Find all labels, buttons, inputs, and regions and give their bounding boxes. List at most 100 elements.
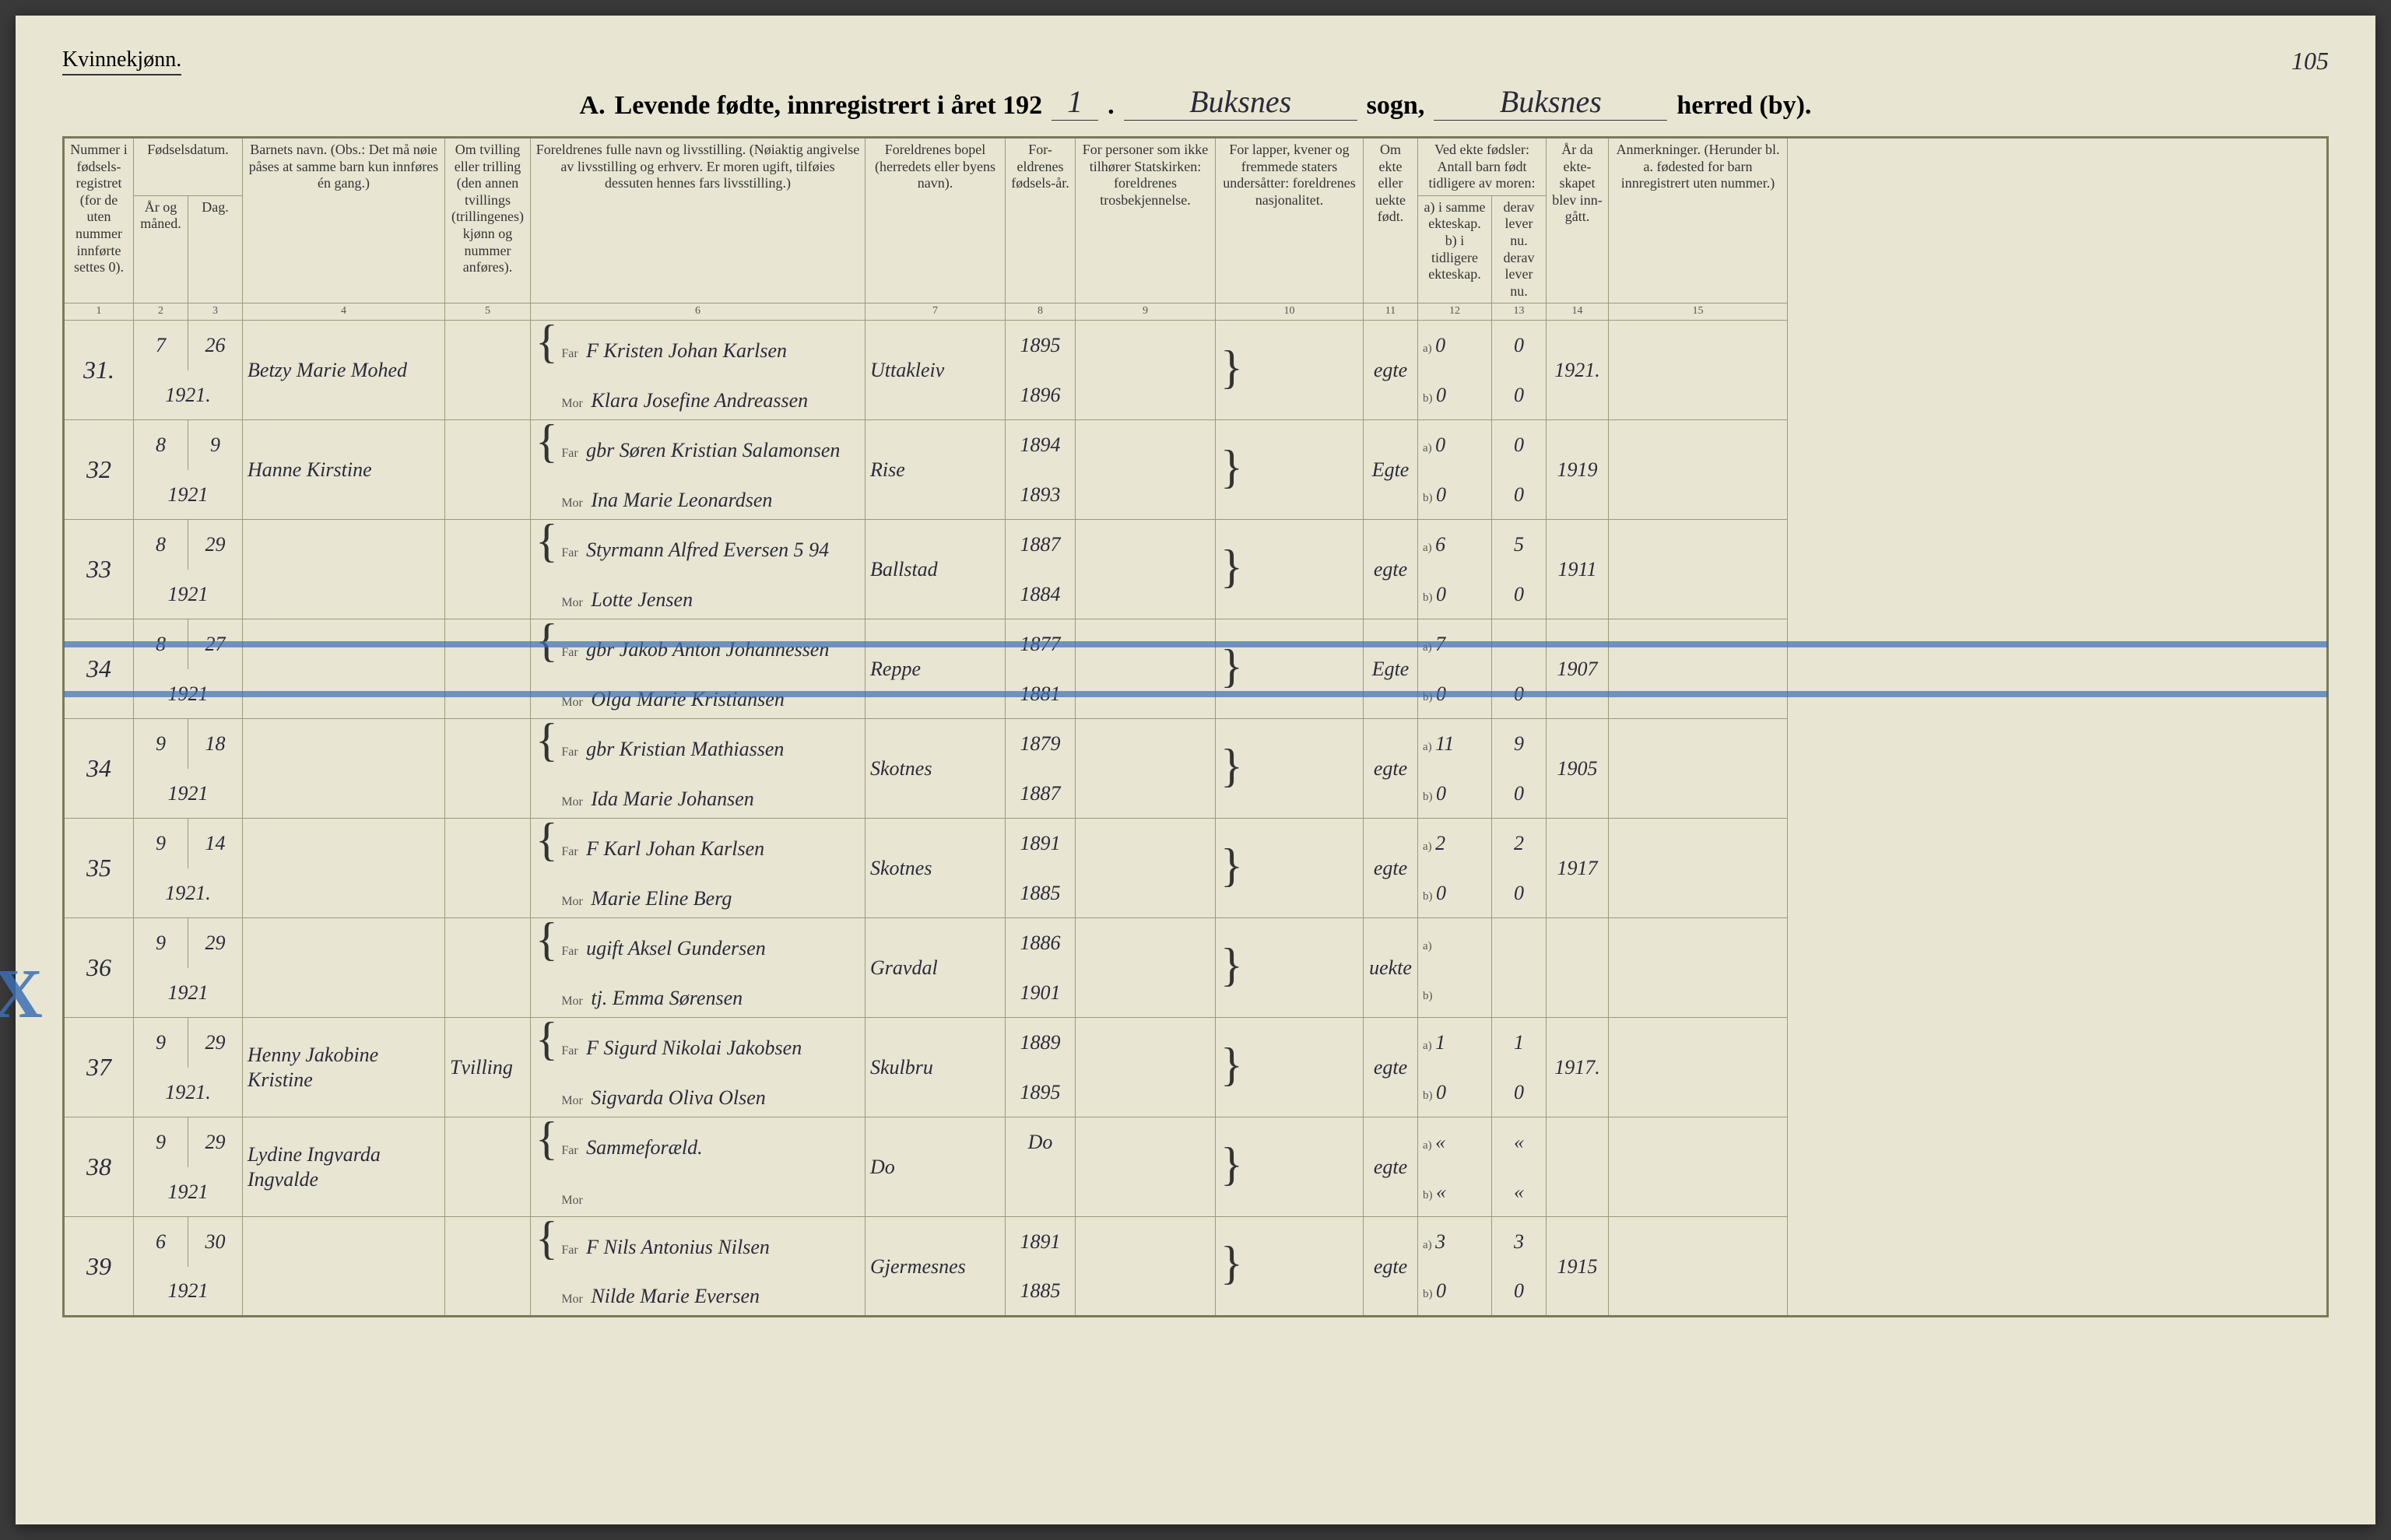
father-birthyear: 1886 — [1006, 918, 1076, 968]
prev-children-a-living: 2 — [1492, 819, 1547, 868]
remarks — [1609, 1018, 1788, 1117]
prev-children-a-living: 3 — [1492, 1217, 1547, 1267]
father-birthyear: 1877 — [1006, 619, 1076, 669]
prev-children-b: b) 0 — [1418, 1068, 1492, 1117]
father-line: { Far Sammeforæld. — [531, 1117, 865, 1167]
colnum: 12 — [1418, 303, 1492, 321]
prev-children-a: a) 0 — [1418, 321, 1492, 370]
year-line: 1921 — [134, 570, 243, 619]
prev-children-b-living: 0 — [1492, 370, 1547, 420]
child-name: Betzy Marie Mohed — [243, 321, 445, 420]
year-line: 1921 — [134, 1167, 243, 1217]
marriage-year: 1907 — [1547, 619, 1609, 719]
marriage-year — [1547, 918, 1609, 1018]
month: 9 — [134, 719, 188, 769]
year-suffix: 1 — [1052, 83, 1098, 121]
prev-children-b: b) — [1418, 968, 1492, 1018]
colnum: 3 — [188, 303, 243, 321]
twin-note — [445, 1117, 531, 1217]
prev-children-a: a) 11 — [1418, 719, 1492, 769]
colnum: 15 — [1609, 303, 1788, 321]
hdr-c4: Barnets navn. (Obs.: Det må nøie påses a… — [243, 138, 445, 303]
father-line: { Far F Sigurd Nikolai Jakobsen — [531, 1018, 865, 1068]
remarks — [1609, 420, 1788, 520]
colnum: 13 — [1492, 303, 1547, 321]
title-letter: A. — [580, 91, 606, 121]
day: 29 — [188, 520, 243, 570]
legitimacy: egte — [1364, 1018, 1418, 1117]
residence: Uttakleiv — [865, 321, 1006, 420]
residence: Do — [865, 1117, 1006, 1217]
mother-birthyear — [1006, 1167, 1076, 1217]
prev-children-b: b) 0 — [1418, 669, 1492, 719]
prev-children-a: a) 7 — [1418, 619, 1492, 669]
twin-note — [445, 321, 531, 420]
father-line: { Far gbr Kristian Mathiassen — [531, 719, 865, 769]
nationality: } — [1216, 420, 1364, 520]
colnum: 8 — [1006, 303, 1076, 321]
remarks — [1609, 719, 1788, 819]
table-row: 34827{ Far gbr Jakob Anton JohannessenRe… — [64, 619, 2328, 669]
table-header: Nummer i fødsels-registret (for de uten … — [64, 138, 2328, 321]
hdr-c15: Anmerkninger. (Herunder bl. a. fødested … — [1609, 138, 1788, 303]
mother-line: { Mor — [531, 1167, 865, 1217]
confession — [1076, 819, 1216, 918]
title-period: . — [1108, 91, 1115, 121]
year-line: 1921. — [134, 1068, 243, 1117]
prev-children-b-living — [1492, 968, 1547, 1018]
hdr-c2: År og måned. — [134, 195, 188, 303]
marriage-year: 1905 — [1547, 719, 1609, 819]
child-name — [243, 520, 445, 619]
marriage-year: 1917 — [1547, 819, 1609, 918]
residence: Skotnes — [865, 819, 1006, 918]
title-line: A. Levende fødte, innregistrert i året 1… — [62, 83, 2329, 121]
prev-children-a-living — [1492, 918, 1547, 968]
table-row: 3289Hanne Kirstine{ Far gbr Søren Kristi… — [64, 420, 2328, 470]
marriage-year: 1917. — [1547, 1018, 1609, 1117]
mother-birthyear: 1881 — [1006, 669, 1076, 719]
legitimacy: egte — [1364, 819, 1418, 918]
residence: Rise — [865, 420, 1006, 520]
day: 29 — [188, 1018, 243, 1068]
prev-children-a-living: 1 — [1492, 1018, 1547, 1068]
child-name: Hanne Kirstine — [243, 420, 445, 520]
marriage-year: 1921. — [1547, 321, 1609, 420]
mother-birthyear: 1901 — [1006, 968, 1076, 1018]
father-birthyear: 1895 — [1006, 321, 1076, 370]
day: 27 — [188, 619, 243, 669]
hdr-c12-13: Ved ekte fødsler: Antall barn født tidli… — [1418, 138, 1547, 196]
parish-fill: Buksnes — [1124, 83, 1357, 121]
confession — [1076, 1117, 1216, 1217]
confession — [1076, 520, 1216, 619]
mother-birthyear: 1893 — [1006, 470, 1076, 520]
twin-note — [445, 819, 531, 918]
month: 8 — [134, 520, 188, 570]
prev-children-a-living: « — [1492, 1117, 1547, 1167]
title-text1: Levende fødte, innregistrert i året 192 — [615, 91, 1043, 121]
prev-children-a: a) — [1418, 918, 1492, 968]
residence: Ballstad — [865, 520, 1006, 619]
prev-children-b-living: 0 — [1492, 470, 1547, 520]
father-line: { Far ugift Aksel Gundersen — [531, 918, 865, 968]
colnum: 14 — [1547, 303, 1609, 321]
marriage-year — [1547, 1117, 1609, 1217]
prev-children-b: b) 0 — [1418, 769, 1492, 819]
hdr-c12: a) i samme ekteskap. b) i tidligere ekte… — [1418, 195, 1492, 303]
twin-note — [445, 619, 531, 719]
child-name — [243, 1217, 445, 1317]
day: 29 — [188, 918, 243, 968]
confession — [1076, 321, 1216, 420]
mother-line: { Mor Klara Josefine Andreassen — [531, 370, 865, 420]
nationality: } — [1216, 719, 1364, 819]
district-fill: Buksnes — [1434, 83, 1667, 121]
father-birthyear: 1891 — [1006, 819, 1076, 868]
nationality: } — [1216, 520, 1364, 619]
father-birthyear: 1894 — [1006, 420, 1076, 470]
month: 8 — [134, 619, 188, 669]
remarks — [1609, 619, 1788, 719]
confession — [1076, 1217, 1216, 1317]
mother-line: { Mor Nilde Marie Eversen — [531, 1267, 865, 1317]
twin-note — [445, 520, 531, 619]
colnum: 11 — [1364, 303, 1418, 321]
entry-number: 38 — [64, 1117, 134, 1217]
